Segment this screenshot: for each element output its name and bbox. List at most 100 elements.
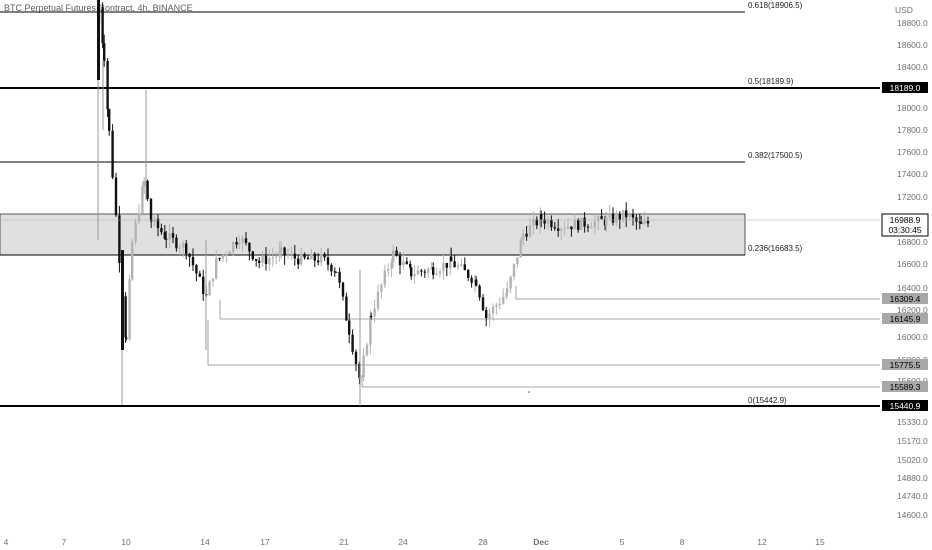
y-tick-label: 14600.0: [897, 510, 928, 520]
candle-body: [383, 270, 386, 285]
fibonacci-levels: 0.618(18906.5) 0.5(18189.9) 0.382(17500.5)…: [0, 1, 880, 407]
candle-body: [423, 271, 426, 273]
candle-body: [522, 233, 525, 240]
candle-body: [326, 257, 330, 265]
candle-body: [586, 226, 590, 228]
candle-body: [625, 210, 628, 218]
y-tick-label: 16600.0: [897, 259, 928, 269]
candle-body: [141, 186, 144, 214]
price-tag-value: 15440.9: [890, 401, 921, 411]
candle-body: [101, 6, 104, 44]
x-tick-label: 21: [339, 537, 349, 547]
candle-body: [258, 260, 261, 263]
candle-body: [631, 214, 635, 218]
x-tick-label: 4: [4, 537, 9, 547]
y-tick-label: 18000.0: [897, 103, 928, 113]
candle-body: [442, 262, 445, 272]
candle-body: [111, 130, 114, 178]
support-levels: [207, 286, 880, 388]
candle-body: [106, 60, 109, 110]
candle-body: [182, 243, 185, 248]
candle-body: [543, 219, 546, 224]
y-tick-label: 14740.0: [897, 491, 928, 501]
candle-body: [380, 284, 383, 292]
candle-body: [646, 221, 650, 224]
candle-body: [330, 264, 333, 272]
candle-body: [370, 315, 373, 317]
candle-body: [278, 250, 281, 257]
price-tag-countdown: 03:30:45: [888, 225, 921, 235]
candle-body: [560, 228, 563, 231]
candle-body: [221, 254, 225, 259]
candle-body: [244, 238, 248, 243]
candle-body: [390, 262, 393, 270]
candle-body: [97, 0, 100, 80]
candle-body: [405, 261, 408, 264]
candle-body: [445, 262, 448, 268]
y-tick-label: 16800.0: [897, 237, 928, 247]
candle-body: [505, 292, 508, 298]
candle-body: [218, 258, 221, 260]
candle-body: [470, 277, 473, 283]
candle-body: [491, 306, 495, 314]
time-axis[interactable]: 4 7 10 14 17 21 24 28 Dec 5 8 12 15: [4, 537, 825, 547]
candle-body: [628, 214, 631, 218]
price-tag-value: 16988.9: [890, 215, 921, 225]
candle-body: [373, 308, 376, 317]
candle-body: [563, 228, 566, 230]
price-tag-box: [882, 381, 928, 392]
candle-body: [354, 351, 358, 364]
candle-body: [618, 214, 621, 220]
fib-label: 0.382(17500.5): [748, 151, 803, 160]
candle-body: [365, 344, 369, 356]
price-tag-value: 15589.3: [890, 382, 921, 392]
candle-body: [215, 258, 218, 279]
candle-body: [392, 250, 395, 263]
candle-body: [611, 213, 615, 223]
candle-body: [546, 219, 550, 224]
candle-body: [286, 254, 290, 256]
candle-body: [171, 233, 175, 238]
y-tick-label: 16000.0: [897, 332, 928, 342]
price-tag-box: [882, 400, 928, 411]
candle-body: [134, 222, 137, 242]
candle-body: [450, 256, 453, 262]
candle-body: [143, 180, 146, 187]
candle-body: [467, 270, 470, 278]
candle-body: [208, 281, 211, 296]
candle-body: [108, 109, 111, 131]
candle-body: [402, 261, 405, 266]
candle-body: [323, 253, 326, 258]
candle-body: [351, 334, 354, 352]
candle-body: [516, 257, 519, 264]
candle-body: [149, 198, 153, 220]
candle-body: [191, 257, 195, 266]
candles: [97, 0, 650, 406]
candle-body: [590, 227, 593, 229]
candle-body: [485, 310, 488, 319]
price-axis[interactable]: 18800.018600.018400.018200.018000.017800…: [897, 18, 928, 520]
candle-body: [420, 270, 423, 272]
y-tick-label: 17600.0: [897, 147, 928, 157]
candle-body: [583, 217, 586, 227]
candle-body: [306, 257, 310, 260]
candle-body: [275, 256, 278, 258]
price-tag-value: 15775.5: [890, 360, 921, 370]
candle-body: [118, 215, 121, 263]
candle-body: [303, 254, 306, 258]
candle-body: [165, 238, 168, 240]
candle-body: [593, 221, 596, 228]
price-tags: 18189.0 16988.903:30:45 16309.4 16145.9 1577…: [881, 82, 929, 411]
x-tick-label: 7: [62, 537, 67, 547]
candle-body: [251, 251, 254, 260]
candle-body: [211, 278, 215, 282]
candle-body: [622, 210, 625, 220]
candle-body: [495, 305, 498, 307]
fib-label: 0(15442.9): [748, 396, 787, 405]
candle-body: [320, 253, 323, 263]
price-tag-box: [882, 82, 928, 93]
candle-body: [121, 250, 124, 350]
candle-body: [409, 263, 412, 268]
candle-body: [225, 254, 228, 256]
